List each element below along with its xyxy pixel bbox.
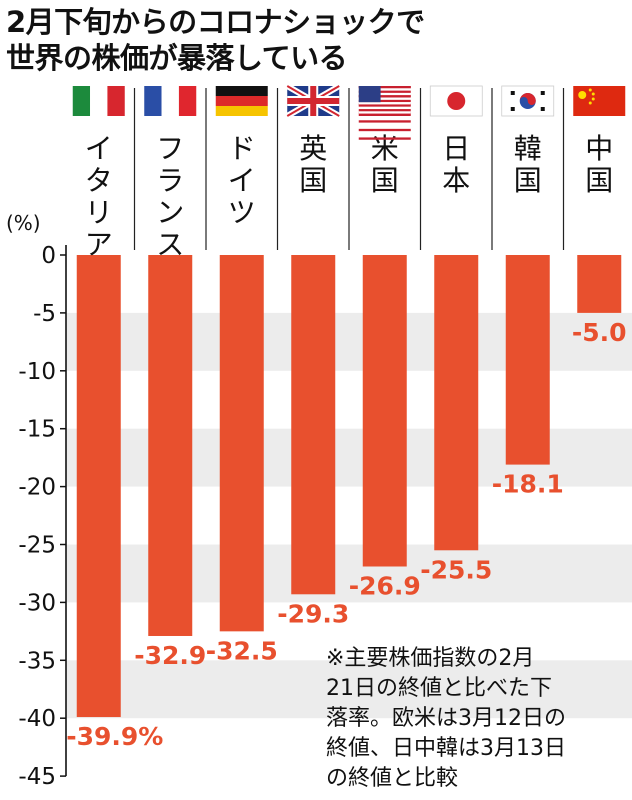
svg-text:ア: ア: [85, 228, 113, 261]
value-labels: -39.9% -32.9 -32.5 -29.3-26.9-25.5 -18.1 -5.0: [66, 318, 626, 751]
y-tick-label: -5: [33, 301, 56, 327]
svg-text:ス: ス: [156, 228, 184, 261]
svg-text:ド: ド: [228, 132, 256, 165]
bars: [76, 255, 622, 718]
column-dividers: [133, 88, 565, 250]
value-label-6: -25.5: [420, 555, 492, 584]
svg-text:ラ: ラ: [156, 164, 184, 197]
china-flag-icon: [573, 86, 626, 116]
value-label-4: -29.3: [277, 599, 349, 628]
category-label-7: 韓国: [514, 132, 542, 197]
bar-8: [577, 255, 622, 313]
footnote: ※主要株価指数の2月 21日の終値と比べた下 落率。欧米は3月12日の 終値、日…: [326, 644, 626, 794]
y-axis: (%)0 -5 -10 -15 -20 -25 -30 -35 -40 -45: [6, 211, 67, 790]
svg-text:本: 本: [442, 164, 470, 197]
japan-flag-icon: [429, 85, 483, 117]
y-tick-label: -25: [18, 533, 56, 559]
value-label-2: -32.9: [134, 641, 206, 670]
uk-flag-icon: [285, 83, 341, 119]
svg-text:国: 国: [514, 164, 542, 197]
germany-flag-icon: [215, 86, 268, 116]
footnote-line-5: の終値と比較: [326, 766, 459, 791]
chart-title: 2月下旬からのコロナショックで 世界の株価が暴落している: [6, 4, 425, 76]
svg-text:タ: タ: [85, 164, 113, 197]
y-tick-label: -45: [18, 764, 56, 790]
category-label-6: 日本: [442, 132, 470, 197]
y-axis-unit: (%): [6, 211, 41, 235]
footnote-line-3: 落率。欧米は3月12日の: [326, 706, 566, 731]
value-label-7: -18.1: [492, 470, 564, 499]
y-tick-label: -40: [18, 706, 56, 732]
grid-band: [66, 660, 632, 719]
footnote-line-2: 21日の終値と比べた下: [326, 676, 552, 701]
y-tick-label: -30: [18, 590, 56, 616]
y-tick-label: -20: [18, 475, 56, 501]
y-tick-label: 0: [41, 243, 56, 269]
svg-text:国: 国: [371, 164, 399, 197]
category-label-5: 米国: [371, 132, 399, 197]
flags: [72, 83, 626, 140]
bar-4: [291, 255, 336, 595]
y-tick-label: -10: [18, 359, 56, 385]
svg-text:中: 中: [585, 132, 613, 165]
svg-text:日: 日: [442, 132, 470, 165]
y-tick-label: -35: [18, 648, 56, 674]
y-tick-label: -15: [18, 417, 56, 443]
svg-text:米: 米: [371, 132, 399, 165]
svg-text:リ: リ: [85, 196, 113, 229]
france-flag-icon: [144, 86, 197, 116]
svg-text:ン: ン: [156, 196, 184, 229]
bar-6: [434, 255, 479, 551]
korea-flag-icon: [501, 85, 555, 117]
category-label-3: ドイツ: [228, 132, 256, 229]
category-label-4: 英国: [299, 132, 327, 197]
svg-text:英: 英: [299, 132, 327, 165]
svg-text:イ: イ: [85, 132, 113, 165]
bar-1: [76, 255, 121, 718]
bar-5: [362, 255, 407, 567]
chart-title-line-1: 2月下旬からのコロナショックで: [6, 5, 425, 39]
bar-7: [505, 255, 550, 465]
svg-text:国: 国: [299, 164, 327, 197]
value-label-5: -26.9: [349, 572, 421, 601]
bar-2: [148, 255, 193, 636]
bar-3: [219, 255, 264, 632]
chart-title-line-2: 世界の株価が暴落している: [6, 41, 348, 75]
svg-text:ツ: ツ: [228, 196, 256, 229]
svg-text:国: 国: [585, 164, 613, 197]
footnote-line-1: ※主要株価指数の2月: [326, 646, 535, 671]
svg-text:韓: 韓: [514, 132, 542, 165]
value-label-1: -39.9%: [66, 722, 163, 751]
italy-flag-icon: [72, 86, 125, 116]
us-flag-icon: [358, 86, 411, 140]
svg-text:イ: イ: [228, 164, 256, 197]
category-label-8: 中国: [585, 132, 613, 197]
value-label-8: -5.0: [572, 318, 627, 347]
svg-text:フ: フ: [156, 132, 184, 165]
footnote-line-4: 終値、日中韓は3月13日: [326, 736, 566, 761]
value-label-3: -32.5: [206, 636, 278, 665]
